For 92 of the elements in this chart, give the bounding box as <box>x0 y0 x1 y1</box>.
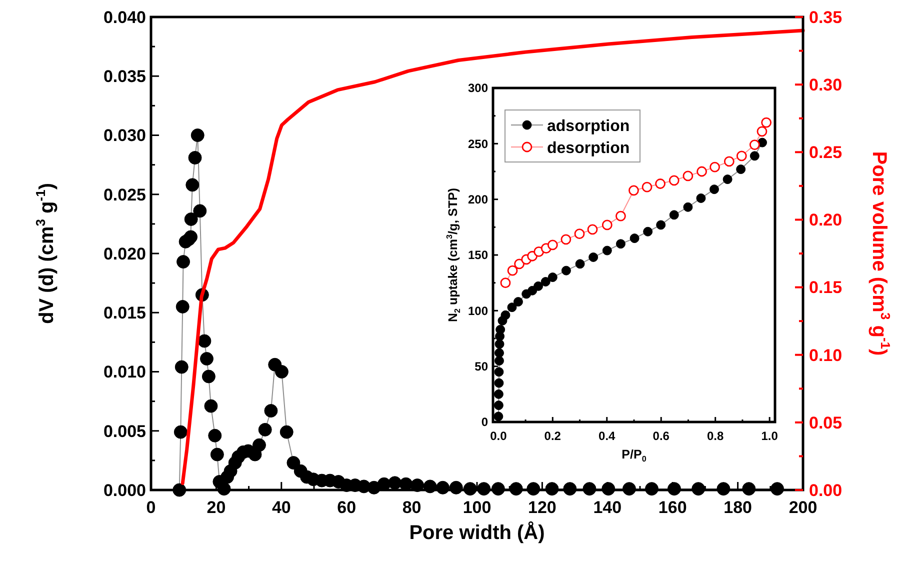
point <box>602 220 612 230</box>
point <box>750 151 760 161</box>
point <box>494 339 504 349</box>
y2-tick-label: 0.15 <box>809 278 842 298</box>
point <box>756 126 768 137</box>
x-tick-label: 0.6 <box>652 429 670 443</box>
point <box>588 252 598 262</box>
y-tick-label: 300 <box>468 81 488 96</box>
x-tick-label: 0.2 <box>544 429 562 443</box>
x-tick-label: 160 <box>658 498 687 517</box>
point <box>500 310 510 320</box>
point <box>548 272 558 282</box>
point <box>683 202 693 212</box>
point <box>587 224 598 235</box>
point <box>616 210 626 222</box>
point <box>494 378 504 388</box>
point <box>628 185 639 196</box>
point <box>736 150 747 162</box>
point <box>696 166 707 177</box>
legend-label: adsorption <box>547 118 630 135</box>
point <box>507 302 517 312</box>
point <box>761 117 772 128</box>
y2-tick-label: 0.10 <box>809 346 842 365</box>
point <box>643 226 653 236</box>
y-tick-label: 200 <box>468 192 488 207</box>
point <box>560 234 572 245</box>
x-tick-label: 0.4 <box>598 429 616 443</box>
y2-tick-label: 0.35 <box>809 8 842 27</box>
point <box>494 348 504 358</box>
point <box>602 246 612 256</box>
y-tick-label: 0.020 <box>103 244 146 264</box>
point <box>496 324 506 334</box>
point <box>500 278 511 288</box>
point <box>696 193 706 203</box>
x-tick-label: 60 <box>337 498 356 517</box>
point <box>513 297 523 306</box>
legend-label: desorption <box>547 140 630 157</box>
y2-tick-label: 0.30 <box>809 76 842 95</box>
y-tick-label: 0.010 <box>103 362 146 382</box>
x-axis-title: P/P$_{0}$ <box>622 448 647 464</box>
point <box>642 182 652 192</box>
y2-tick-label: 0.20 <box>809 210 842 230</box>
point <box>494 389 504 399</box>
y-tick-label: 0.025 <box>103 185 146 204</box>
x-tick-label: 20 <box>206 498 226 517</box>
point <box>749 140 760 150</box>
y-tick-label: 0.000 <box>103 480 146 500</box>
point <box>534 281 544 291</box>
x-tick-label: 0.8 <box>707 429 724 443</box>
x-tick-label: 180 <box>724 498 752 517</box>
y-tick-label: 0.030 <box>103 126 146 146</box>
point <box>668 175 680 186</box>
point <box>656 220 666 230</box>
y-tick-label: 100 <box>468 304 488 318</box>
point <box>655 178 666 189</box>
point <box>722 174 732 184</box>
point <box>540 276 550 286</box>
point <box>630 234 640 244</box>
point <box>669 210 679 220</box>
point <box>682 170 694 182</box>
point <box>710 184 720 194</box>
x-tick-label: 140 <box>593 498 622 517</box>
point <box>724 156 734 167</box>
y-tick-label: 150 <box>468 248 488 262</box>
point <box>575 259 585 269</box>
y2-tick-label: 0.05 <box>809 413 842 432</box>
x-tick-label: 200 <box>788 498 818 517</box>
y2-tick-label: 0.00 <box>809 480 842 500</box>
x-tick-label: 1.0 <box>761 429 778 443</box>
point <box>736 164 746 174</box>
point <box>507 265 518 276</box>
y-tick-label: 0.040 <box>103 8 146 27</box>
point <box>494 367 504 377</box>
x-tick-label: 40 <box>272 498 291 517</box>
y-tick-label: 0.035 <box>103 67 146 86</box>
x-tick-label: 80 <box>402 498 422 517</box>
y-tick-label: 0.015 <box>103 304 146 323</box>
x-tick-label: 120 <box>528 498 556 517</box>
point <box>710 162 720 172</box>
y-tick-label: 0.005 <box>103 422 146 441</box>
point <box>494 356 504 366</box>
x-axis-title: Pore width (Å) <box>409 521 545 544</box>
point <box>574 228 585 240</box>
y2-tick-label: 0.25 <box>809 143 842 162</box>
x-tick-label: 0.0 <box>490 429 508 443</box>
y-tick-label: 50 <box>474 360 488 374</box>
point <box>547 240 558 250</box>
point <box>494 400 504 410</box>
y-tick-label: 250 <box>468 136 488 151</box>
point <box>616 239 626 249</box>
point <box>561 266 571 276</box>
y-tick-label: 0 <box>481 415 488 430</box>
